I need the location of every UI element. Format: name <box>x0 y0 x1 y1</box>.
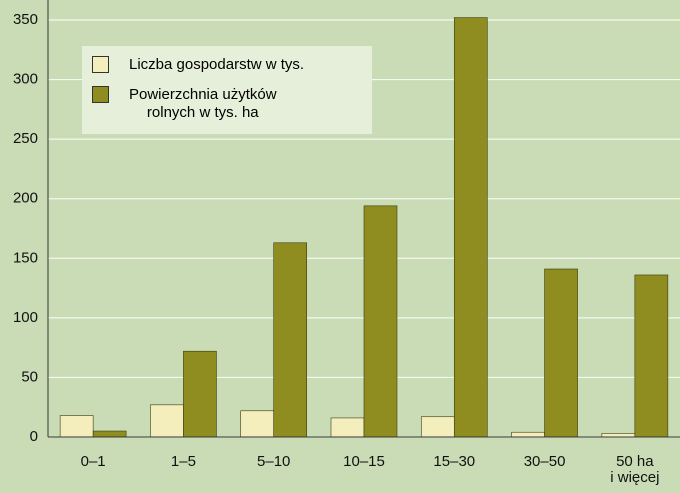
y-tick-label: 0 <box>30 428 38 445</box>
y-tick-label: 200 <box>13 190 38 207</box>
legend: Liczba gospodarstw w tys. Powierzchnia uż… <box>82 46 372 134</box>
y-tick-label: 150 <box>13 249 38 266</box>
bar <box>453 17 488 438</box>
bar <box>273 242 308 438</box>
bar <box>150 404 184 438</box>
y-tick-label: 250 <box>13 130 38 147</box>
bar <box>634 274 669 438</box>
y-tick-label: 50 <box>21 368 38 385</box>
y-tick-label: 350 <box>13 11 38 28</box>
bar <box>544 268 578 438</box>
x-tick-label: 0–1 <box>80 453 106 470</box>
bar <box>240 410 275 438</box>
legend-label: Powierzchnia użytków rolnych w tys. ha <box>129 86 277 121</box>
legend-swatch <box>92 56 109 73</box>
bar <box>601 433 636 438</box>
bar <box>511 431 545 438</box>
x-tick-label: 15–30 <box>433 453 476 470</box>
bar <box>92 430 127 438</box>
bar <box>420 416 455 438</box>
x-tick-label: 30–50 <box>523 453 566 470</box>
x-tick-label: 1–5 <box>170 453 196 470</box>
x-tick-label: 5–10 <box>257 453 291 470</box>
x-tick-label: 50 ha i więcej <box>610 453 660 486</box>
bar <box>330 417 365 438</box>
bar <box>59 415 94 438</box>
bar <box>183 350 217 438</box>
x-tick-label: 10–15 <box>343 453 385 470</box>
y-tick-label: 100 <box>13 309 38 326</box>
y-tick-label: 300 <box>13 71 38 88</box>
legend-swatch <box>92 86 109 103</box>
bar <box>363 205 398 438</box>
legend-item: Liczba gospodarstw w tys. <box>92 56 304 74</box>
legend-item: Powierzchnia użytków rolnych w tys. ha <box>92 86 277 122</box>
legend-label: Liczba gospodarstw w tys. <box>129 56 305 73</box>
